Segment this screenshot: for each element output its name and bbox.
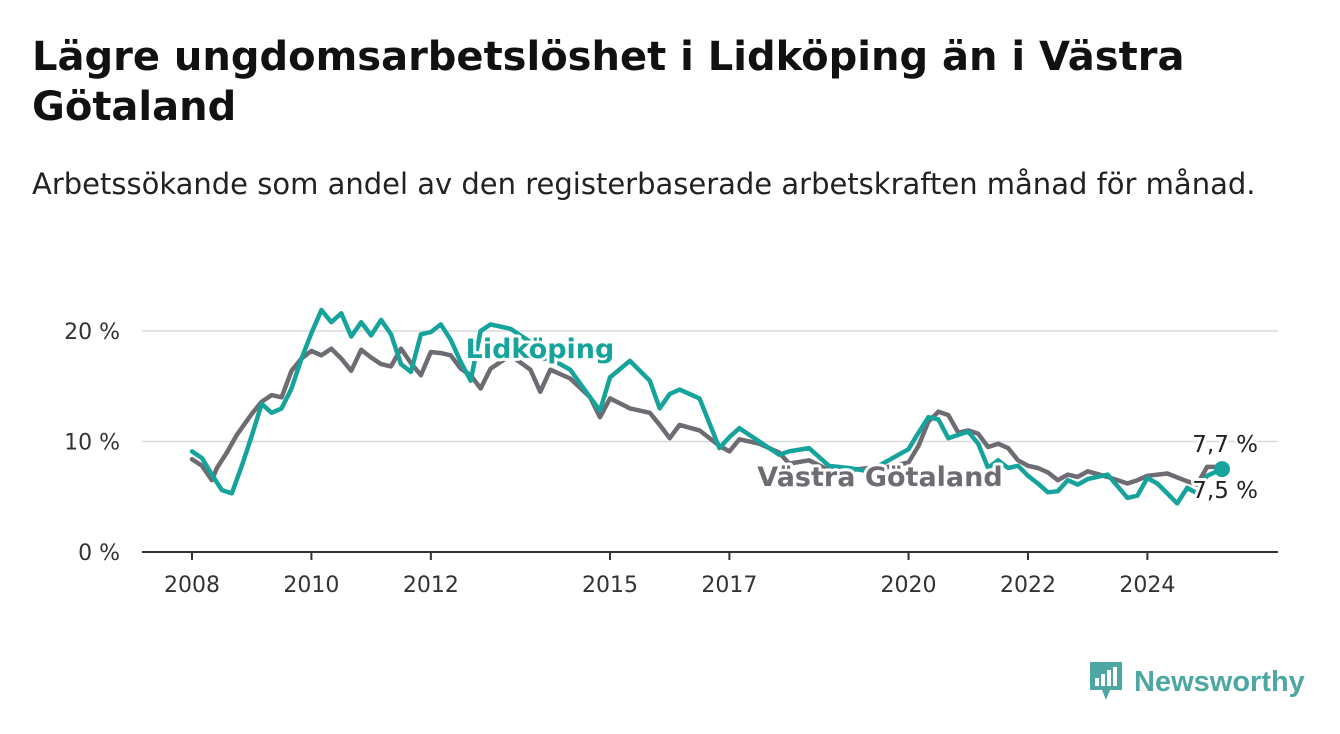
series-line-vastra-gotaland [189,346,1225,487]
x-tick-label: 2017 [701,573,757,598]
end-value-lidkoping-halo: 7,5 % [1192,478,1258,504]
x-tick-label: 2008 [164,573,220,598]
x-axis-ticks: 2008 2010 2012 2015 2017 2020 2022 2024 [164,552,1175,598]
x-tick-label: 2015 [582,573,638,598]
chart-subtitle: Arbetssökande som andel av den registerb… [32,167,1256,201]
x-tick-label: 2010 [283,573,339,598]
series-label-vastra-gotaland-halo: Västra Götaland [757,462,1002,493]
series-line-lidkoping [189,307,1225,506]
end-value-vastra-gotaland: 7,7 % [1192,432,1258,458]
gridlines [142,330,1278,553]
y-axis-ticks: 0 % 10 % 20 % [64,320,120,566]
series-end-marker [1214,461,1231,478]
brand-name: Newsworthy [1134,665,1305,698]
x-tick-label: 2022 [1000,573,1056,598]
x-tick-label: 2024 [1119,573,1175,598]
end-value-vastra-gotaland-halo: 7,7 % [1192,432,1258,458]
series-label-lidkoping-halo: Lidköping [466,334,615,365]
y-tick-label: 10 % [64,431,120,456]
series-label-vastra-gotaland: Västra Götaland [757,462,1002,493]
y-tick-label: 0 % [78,541,120,566]
chart-title: Lägre ungdomsarbetslöshet i Lidköping än… [32,34,1185,130]
x-tick-label: 2020 [881,573,937,598]
series-lines [189,307,1231,506]
newsworthy-logo: Newsworthy [1088,660,1305,704]
y-tick-label: 20 % [64,320,120,345]
x-tick-label: 2012 [403,573,459,598]
end-value-lidkoping: 7,5 % [1192,478,1258,504]
series-label-lidkoping: Lidköping [466,334,615,365]
bar-chart-icon [1090,662,1122,700]
